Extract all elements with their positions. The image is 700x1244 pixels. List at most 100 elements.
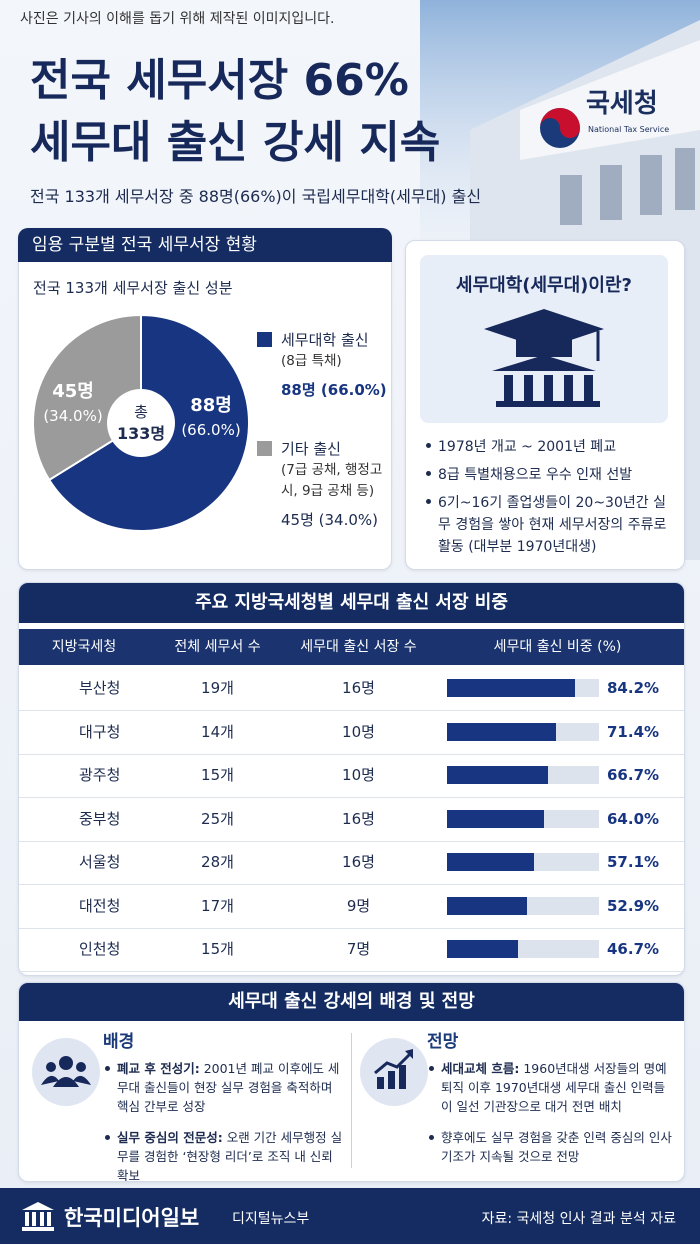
building-sign: 국세청 [586,89,658,119]
bar [447,896,528,915]
department: 디지털뉴스부 [232,1211,310,1227]
graduate-count: 9명 [346,896,371,915]
slice-percent: (34.0%) [43,407,102,425]
info-item bul: 6기~16기 졸업생들이 20~30년간 실무 경험을 쌓아 현재 세무서장의 … [424,492,676,558]
table-body: 부산청 19개 16명 84.2% 대구청 14개 10명 71.4% 광주청 15개 10명 66.… [19,667,684,972]
legend-note: (8급 특채) [281,353,342,369]
info-header: 세무대학(세무대)이란? [420,255,668,423]
slice-percent: (66.0%) [181,421,240,439]
value-label: 57.1% [607,853,660,871]
column-heading: 전망 [427,1032,459,1052]
section-title: 세무대 출신 강세의 배경 및 전망 [19,983,684,1021]
legend: 세무대학 출신 (8급 특채) 88명 (66.0%) 기타 출신 (7급 공채, 행정… [257,329,387,534]
info-item bul: 8급 특별채용으로 우수 인재 선발 [424,464,676,486]
office-count: 14개 [201,722,234,741]
graduate-count: 16명 [342,853,375,871]
table-row: 광주청 15개 10명 66.7% [19,754,684,798]
item-text: 오랜 기간 세무행정 실무를 경험한 ‘현장형 리더’로 조직 내 신뢰 확보 [117,1130,343,1182]
info-panel: 세무대학(세무대)이란? 1978년 개교 ~ 2001년 폐교 8급 특별채용으… [405,240,685,570]
growth-icon [360,1038,428,1106]
center-total: 133명 [117,424,165,443]
section-title: 임용 구분별 전국 세무서장 현황 [18,228,392,262]
source: 자료: 국세청 인사 결과 분석 자료 [481,1211,676,1227]
legend-label: 세무대학 출신 [281,331,369,349]
table-header: 지방국세청 전체 세무서 수 세무대 출신 서장 수 세무대 출신 비중 (%) [19,629,684,665]
legend-label: 기타 출신 [281,440,341,458]
region-name: 서울청 [79,853,121,871]
subtitle: 전국 133개 세무서장 중 88명(66%)이 국립세무대학(세무대) 출신 [30,187,482,206]
column-header: 세무대 출신 서장 수 [300,639,417,655]
table-panel: 주요 지방국세청별 세무대 출신 서장 비중 지방국세청 전체 세무서 수 세무대 … [18,582,685,976]
item-lead: 실무 중심의 전문성: [117,1130,223,1145]
region-name: 인천청 [79,940,121,958]
headline: 전국 세무서장 66% 세무대 출신 강세 지속 [30,50,440,174]
graduate-count: 16명 [342,679,375,697]
office-count: 25개 [201,809,234,828]
legend-note: (7급 공채, 행정고시, 9급 공채 등) [281,462,383,499]
graduate-count: 10명 [342,766,375,784]
disclaimer: 사진은 기사의 이해를 돕기 위해 제작된 이미지입니다. [20,11,335,27]
outlook-item: 폐교 후 전성기: 2001년 폐교 이후에도 세무대 출신들이 현장 실무 경험… [103,1059,343,1116]
value-label: 71.4% [607,722,660,741]
item-lead: 세대교체 흐름: [441,1061,520,1076]
legend-swatch [257,441,272,456]
outlook-column: 배경 폐교 후 전성기: 2001년 폐교 이후에도 세무대 출신들이 현장 실무 … [103,1029,343,1182]
legend-item: 기타 출신 (7급 공채, 행정고시, 9급 공채 등) 45명 (34.0%) [257,438,387,534]
bar [447,809,545,828]
region-name: 중부청 [79,809,121,828]
item-text: 2001년 폐교 이후에도 세무대 출신들이 현장 실무 경험을 축적하며 핵심… [117,1061,340,1114]
value-label: 66.7% [607,766,660,784]
office-count: 28개 [201,853,234,871]
footer: 한국미디어일보 디지털뉴스부 자료: 국세청 인사 결과 분석 자료 [0,1188,700,1244]
brand-logo [22,1202,54,1231]
table-row: 인천청 15개 7명 46.7% [19,928,684,972]
headline-line: 전국 세무서장 66% [30,55,409,106]
value-label: 64.0% [607,809,660,828]
divider [351,1033,352,1168]
office-count: 17개 [201,896,234,915]
outlook-panel: 세무대 출신 강세의 배경 및 전망 배경 폐교 후 전성기: 2001년 폐교 이… [18,982,685,1182]
value-label: 46.7% [607,940,660,958]
table-row: 대구청 14개 10명 71.4% [19,711,684,755]
region-name: 부산청 [79,679,121,697]
office-count: 15개 [201,940,234,958]
legend-swatch [257,332,272,347]
brand: 한국미디어일보 [64,1206,200,1230]
item-lead: 폐교 후 전성기: [117,1061,200,1076]
bar [447,940,518,958]
region-name: 광주청 [79,766,121,784]
region-name: 대전청 [79,896,121,915]
value-label: 84.2% [607,679,660,697]
region-name: 대구청 [79,722,121,741]
column-header: 지방국세청 [51,639,117,655]
column-header: 세무대 출신 비중 (%) [493,639,622,655]
outlook-item: 실무 중심의 전문성: 오랜 기간 세무행정 실무를 경험한 ‘현장형 리더’로 … [103,1128,343,1182]
table-row: 대전청 17개 9명 52.9% [19,885,684,929]
graduate-count: 16명 [342,809,375,828]
office-count: 15개 [201,766,234,784]
item-text: 향후에도 실무 경험을 갖춘 인력 중심의 인사 기조가 지속될 것으로 전망 [441,1130,672,1164]
item-text: 1960년대생 서장들의 명예퇴직 이후 1970년대생 세무대 출신 인력들이… [441,1061,667,1114]
table-row: 중부청 25개 16명 64.0% [19,798,684,842]
section-title: 주요 지방국세청별 세무대 출신 서장 비중 [19,583,684,623]
slice-label: 45명 [52,381,94,402]
office-count: 19개 [201,679,234,697]
legend-item: 세무대학 출신 (8급 특채) 88명 (66.0%) [257,329,387,404]
info-item bul: 1978년 개교 ~ 2001년 폐교 [424,436,676,458]
legend-value: 88명 (66.0%) [281,381,387,399]
bar [447,679,575,697]
table-row: 서울청 28개 16명 57.1% [19,841,684,885]
school-icon [484,309,604,407]
headline-line: 세무대 출신 강세 지속 [30,117,441,168]
bar [447,853,534,871]
pie-chart: 88명 (66.0%) 45명 (34.0%) 총 133명 [32,313,250,532]
value-label: 52.9% [607,896,660,915]
center-label: 총 [134,403,148,421]
people-icon [32,1038,100,1106]
table-row: 부산청 19개 16명 84.2% [19,667,684,711]
info-title: 세무대학(세무대)이란? [456,275,632,296]
pie-center [107,389,175,457]
info-list: 1978년 개교 ~ 2001년 폐교 8급 특별채용으로 우수 인재 선발 6기~… [424,436,676,564]
